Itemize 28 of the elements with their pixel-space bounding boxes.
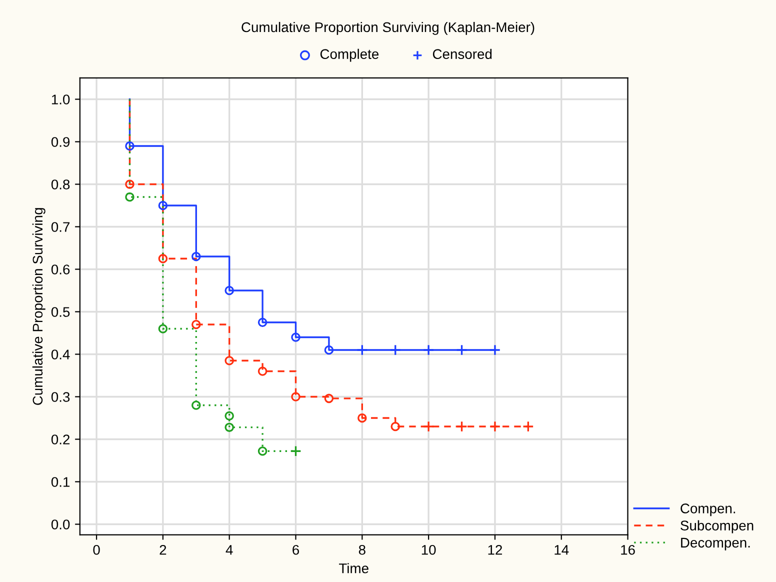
legend-label: Decompen. [681, 538, 750, 550]
x-axis-title: Time [339, 563, 368, 574]
x-tick-label: 6 [292, 544, 299, 555]
x-tick-label: 8 [358, 544, 366, 555]
legend-label: Subcompen [680, 520, 754, 534]
x-tick-label: 4 [226, 545, 233, 555]
x-tick-label: 10 [422, 544, 436, 555]
x-tick-label: 14 [554, 545, 569, 555]
x-tick-label: 0 [93, 544, 100, 555]
x-tick-label: 12 [488, 544, 502, 555]
y-tick-label: 0.9 [51, 137, 70, 147]
text: Censored [432, 48, 492, 60]
y-tick-label: 0.7 [51, 222, 70, 232]
y-tick-label: 0.2 [51, 434, 70, 444]
y-tick-label: 0.4 [51, 350, 70, 360]
y-tick-label: 0.3 [51, 392, 70, 402]
x-tick-label: 2 [160, 544, 166, 555]
y-tick-label: 0.5 [51, 307, 70, 317]
y-tick-label: 0.6 [51, 264, 70, 274]
text: Complete [320, 48, 379, 62]
x-tick-label: 16 [621, 544, 635, 555]
y-tick-label: 1.0 [52, 94, 70, 104]
y-tick-label: 0.0 [51, 520, 70, 530]
y-axis-title: Cumulative Proportion Surviving [32, 208, 46, 405]
y-tick-label: 0.1 [51, 477, 70, 487]
legend-label: Compen. [680, 504, 736, 516]
chart-title: Cumulative Proportion Surviving (Kaplan-Meier) [242, 22, 534, 35]
y-tick-label: 0.8 [51, 180, 70, 190]
